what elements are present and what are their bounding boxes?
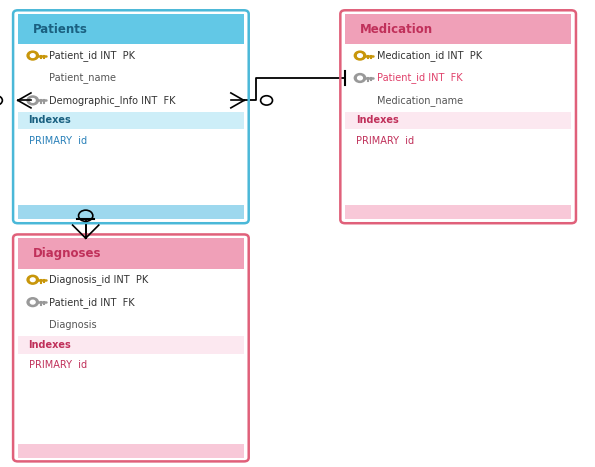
Circle shape [30,278,35,282]
Text: PRIMARY  id: PRIMARY id [29,360,87,370]
Bar [18,14,244,44]
Text: Indexes: Indexes [356,115,399,126]
Bar [18,238,244,458]
Bar [345,14,571,219]
Bar [18,112,244,129]
Text: Diagnosis_id INT  PK: Diagnosis_id INT PK [49,274,149,285]
Text: Patients: Patients [33,23,87,35]
Text: Diagnosis: Diagnosis [49,319,97,330]
Text: Patient_name: Patient_name [49,72,117,84]
Text: Patient_id INT  PK: Patient_id INT PK [49,50,136,61]
Bar [18,205,244,219]
Text: Medication_id INT  PK: Medication_id INT PK [377,50,482,61]
Bar [18,14,244,219]
Circle shape [355,73,365,83]
Text: Indexes: Indexes [29,115,71,126]
Text: PRIMARY  id: PRIMARY id [29,136,87,146]
Circle shape [27,298,38,306]
Circle shape [358,54,362,57]
Circle shape [355,51,365,60]
Text: PRIMARY  id: PRIMARY id [356,136,414,146]
Circle shape [27,51,38,60]
Text: Patient_id INT  FK: Patient_id INT FK [377,72,462,84]
Bar [18,238,244,269]
Bar [345,205,571,219]
Text: Medication: Medication [360,23,433,35]
Text: Medication_name: Medication_name [377,95,463,106]
Circle shape [30,99,35,102]
Circle shape [358,76,362,80]
Bar [345,112,571,129]
Circle shape [30,300,35,304]
Text: Patient_id INT  FK: Patient_id INT FK [49,297,135,308]
Text: Demographic_Info INT  FK: Demographic_Info INT FK [49,95,176,106]
Text: Diagnoses: Diagnoses [33,247,101,260]
Circle shape [27,96,38,105]
Circle shape [27,275,38,284]
Bar [18,444,244,458]
Circle shape [30,54,35,57]
Text: Indexes: Indexes [29,340,71,350]
Bar [18,336,244,354]
Bar [345,14,571,44]
